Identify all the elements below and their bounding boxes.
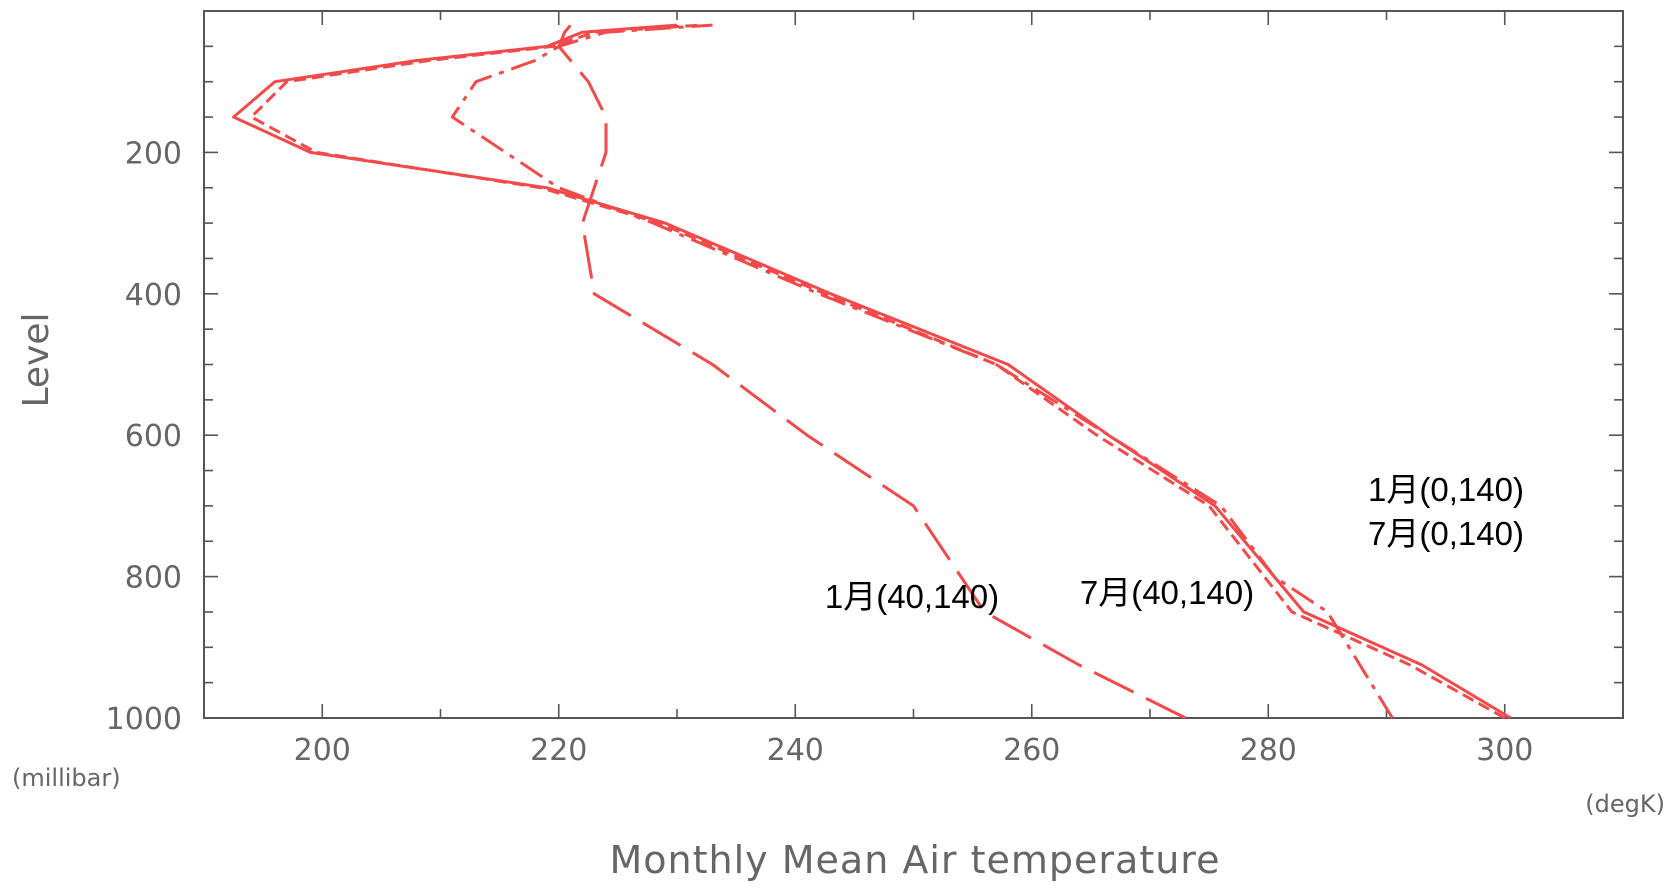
x-tick-label: 260 [1003,733,1060,768]
annotation-layer: 1月(0,140) 7月(0,140) 1月(40,140) 7月(40,140) [825,471,1524,615]
series-line-dash-dot [450,23,1394,719]
series-layer [232,23,1512,720]
annotation-label: 7月(0,140) [1368,515,1524,552]
x-tick-label: 220 [530,733,587,768]
x-tick-label: 240 [767,733,824,768]
y-axis-label: Level [16,312,57,407]
label-layer: 200 220 240 260 280 300 200 400 600 800 1000 Monthl… [12,136,1665,882]
x-tick-label: 300 [1476,733,1533,768]
annotation-label: 1月(0,140) [1368,471,1524,508]
y-tick-label: 200 [125,136,182,171]
tick-layer [203,11,1624,719]
y-tick-label: 800 [125,561,182,596]
series-line-long-dash [557,24,1187,720]
x-tick-label: 200 [294,733,351,768]
x-axis-label: Monthly Mean Air temperature [610,838,1221,882]
annotation-label: 1月(40,140) [825,578,999,615]
series-line-short-dash [249,23,1506,720]
y-tick-label: 400 [125,278,182,313]
y-axis-unit: (millibar) [12,764,121,792]
y-tick-label: 1000 [106,702,182,737]
x-axis-unit: (degK) [1585,790,1665,818]
y-tick-label: 600 [125,419,182,454]
annotation-label: 7月(40,140) [1080,574,1254,611]
x-tick-label: 280 [1240,733,1297,768]
